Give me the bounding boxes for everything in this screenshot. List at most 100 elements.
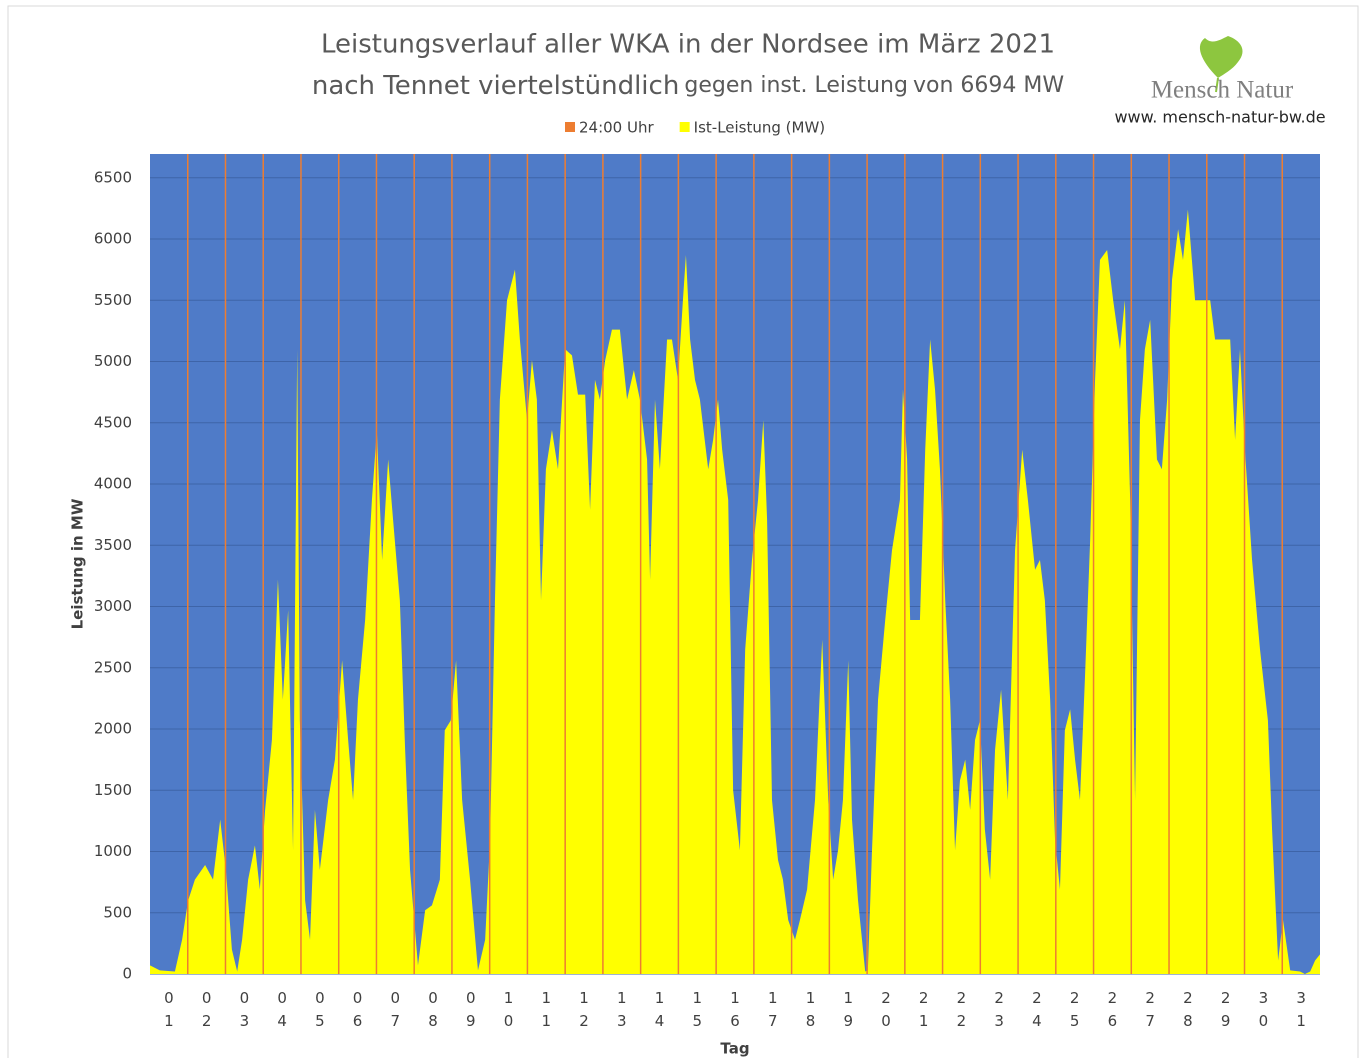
x-tick-digit: 1 (504, 989, 514, 1007)
x-tick-digit: 2 (1145, 989, 1155, 1007)
x-tick-digit: 5 (1070, 1012, 1080, 1030)
x-tick-digit: 1 (617, 989, 627, 1007)
x-tick-digit: 1 (542, 989, 552, 1007)
x-tick-digit: 1 (655, 989, 665, 1007)
chart-title: Leistungsverlauf aller WKA in der Nordse… (321, 30, 1055, 60)
legend-label: Ist-Leistung (MW) (694, 119, 826, 137)
x-tick-digit: 2 (1070, 989, 1080, 1007)
day-marker (828, 154, 831, 974)
y-tick-label: 4000 (94, 475, 132, 493)
y-tick-label: 2000 (94, 720, 132, 738)
x-tick-digit: 1 (768, 989, 778, 1007)
x-tick-digit: 2 (1108, 989, 1118, 1007)
y-tick-label: 3500 (94, 536, 132, 554)
x-tick-digit: 0 (240, 989, 250, 1007)
subtitle-part: von 6694 MW (913, 73, 1064, 98)
x-tick-digit: 0 (164, 989, 174, 1007)
day-marker (224, 154, 227, 974)
day-marker (1206, 154, 1208, 974)
day-marker (1281, 154, 1284, 974)
x-tick-digit: 5 (692, 1012, 702, 1030)
day-marker (413, 154, 415, 974)
y-tick-label: 5000 (94, 352, 132, 370)
x-tick-digit: 6 (353, 1012, 363, 1030)
x-tick-digit: 9 (843, 1012, 853, 1030)
y-tick-label: 1500 (94, 781, 132, 799)
y-tick-label: 5500 (94, 291, 132, 309)
day-marker (866, 154, 868, 974)
y-axis-label: Leistung in MW (69, 498, 87, 629)
x-tick-digit: 8 (1183, 1012, 1193, 1030)
day-marker (1243, 154, 1246, 974)
day-marker (677, 154, 680, 974)
x-tick-digit: 0 (1259, 1012, 1269, 1030)
x-tick-digit: 8 (806, 1012, 816, 1030)
y-tick-label: 3000 (94, 597, 132, 615)
x-tick-digit: 2 (957, 1012, 967, 1030)
day-marker (1168, 154, 1170, 974)
x-tick-digit: 0 (428, 989, 438, 1007)
logo-leaf (1199, 36, 1243, 93)
x-tick-digit: 8 (428, 1012, 438, 1030)
x-tick-digit: 0 (504, 1012, 514, 1030)
day-marker (715, 154, 717, 974)
logo-url: www. mensch-natur-bw.de (1114, 108, 1325, 127)
x-tick-digit: 4 (655, 1012, 665, 1030)
x-tick-digit: 2 (994, 989, 1004, 1007)
day-marker (1055, 154, 1057, 974)
x-tick-digit: 0 (391, 989, 401, 1007)
x-tick-digit: 1 (843, 989, 853, 1007)
day-marker (564, 154, 566, 974)
y-tick-label: 0 (122, 965, 132, 983)
day-marker (639, 154, 642, 974)
x-tick-digit: 2 (579, 1012, 589, 1030)
x-tick-digit: 0 (353, 989, 363, 1007)
subtitle-part: gegen inst. Leistung (684, 73, 908, 98)
legend-swatch (565, 122, 575, 132)
y-tick-label: 1000 (94, 842, 132, 860)
x-tick-digit: 1 (919, 1012, 929, 1030)
day-marker (979, 154, 982, 974)
x-tick-digit: 4 (277, 1012, 287, 1030)
day-marker (904, 154, 906, 974)
x-tick-digit: 3 (994, 1012, 1004, 1030)
day-marker (337, 154, 340, 974)
area (150, 209, 1320, 974)
x-tick-digit: 2 (1032, 989, 1042, 1007)
x-tick-digit: 3 (240, 1012, 250, 1030)
x-tick-digit: 2 (957, 989, 967, 1007)
x-tick-digit: 9 (1221, 1012, 1231, 1030)
x-tick-digit: 0 (277, 989, 287, 1007)
x-tick-digit: 3 (1259, 989, 1269, 1007)
day-marker (753, 154, 755, 974)
day-marker (526, 154, 529, 974)
day-marker (186, 154, 189, 974)
x-axis-label: Tag (720, 1040, 749, 1058)
x-tick-digit: 6 (730, 1012, 740, 1030)
day-marker (602, 154, 604, 974)
y-tick-label: 2500 (94, 658, 132, 676)
x-tick-digit: 2 (1183, 989, 1193, 1007)
x-tick-digit: 7 (1145, 1012, 1155, 1030)
